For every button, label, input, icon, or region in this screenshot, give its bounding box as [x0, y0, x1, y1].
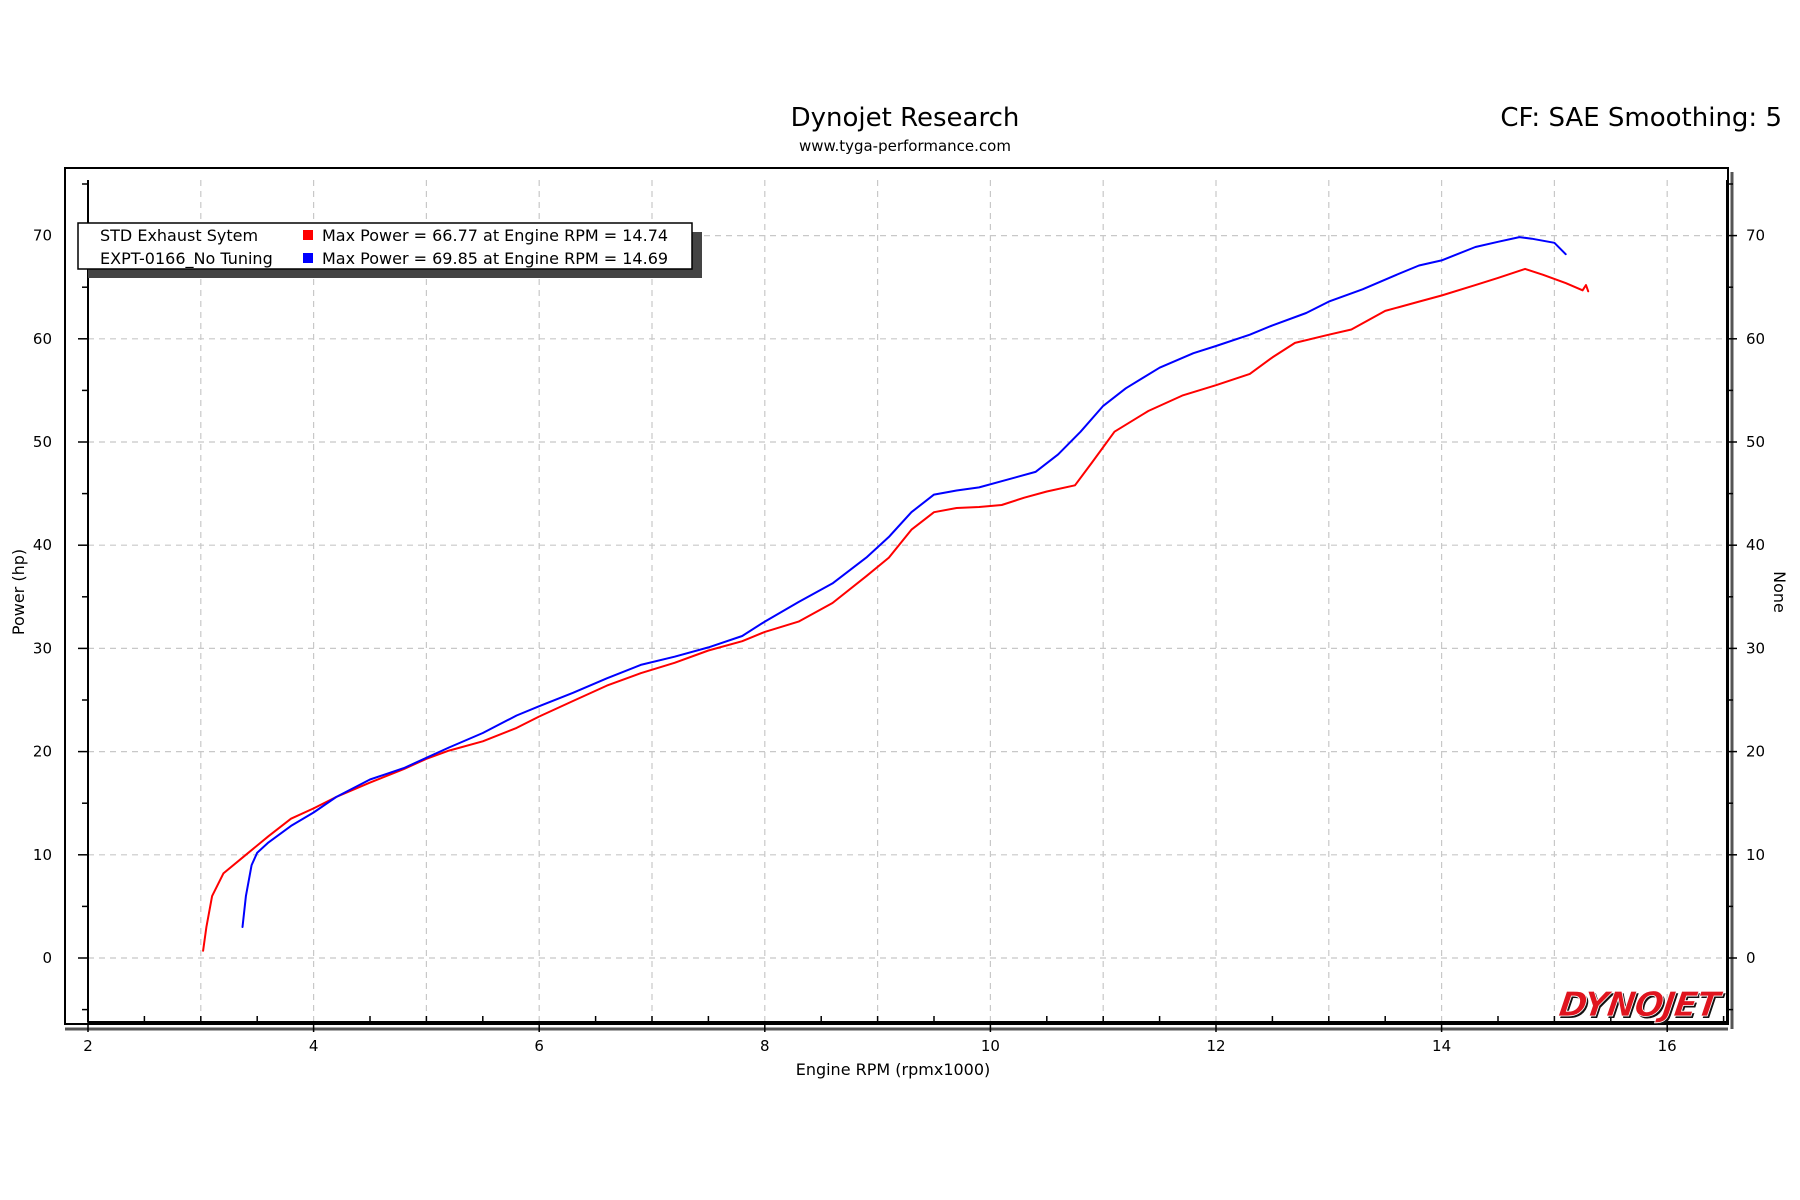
legend-box: [77, 222, 693, 270]
y-tick-label: 50: [33, 433, 52, 451]
y2-axis-label: None: [1770, 571, 1789, 613]
y2-tick-label: 50: [1746, 433, 1765, 451]
legend-run-name-2: EXPT-0166_No Tuning: [100, 249, 273, 269]
y-tick-label: 30: [33, 639, 52, 657]
logo-text: DYNOJET: [1556, 985, 1725, 1025]
x-tick-label: 12: [1206, 1037, 1225, 1055]
y-tick-label: 60: [33, 330, 52, 348]
ticks-layer: 2 4 6 8 10 12 14 16 0 0 10 10 20 20 30 30 40 40 50 50 60 60 70…: [33, 183, 1765, 1055]
x-tick-label: 4: [309, 1037, 319, 1055]
y-tick-label: 40: [33, 536, 52, 554]
x-tick-label: 8: [760, 1037, 770, 1055]
legend: STD Exhaust Sytem Max Power = 66.77 at E…: [77, 222, 702, 278]
grid-layer: [88, 180, 1727, 1022]
legend-swatch-1: [303, 230, 313, 240]
x-tick-label: 16: [1658, 1037, 1677, 1055]
legend-entry-2: Max Power = 69.85 at Engine RPM = 14.69: [322, 249, 668, 268]
x-tick-label: 10: [981, 1037, 1000, 1055]
y-tick-label: 20: [33, 743, 52, 761]
corner-settings: CF: SAE Smoothing: 5: [1500, 103, 1782, 133]
legend-swatch-2: [303, 253, 313, 263]
chart-subtitle: www.tyga-performance.com: [799, 137, 1011, 155]
legend-entry-1: Max Power = 66.77 at Engine RPM = 14.74: [322, 226, 668, 245]
dynojet-logo: DYNOJET DYNOJET: [1556, 985, 1727, 1027]
y2-tick-label: 60: [1746, 330, 1765, 348]
x-tick-label: 6: [534, 1037, 544, 1055]
y2-tick-label: 20: [1746, 743, 1765, 761]
y-axis-label: Power (hp): [9, 549, 28, 635]
y-tick-label: 70: [33, 227, 52, 245]
plot-frame: [64, 167, 1729, 1025]
x-tick-label: 2: [83, 1037, 93, 1055]
series-layer: [202, 236, 1590, 952]
legend-run-name-1: STD Exhaust Sytem: [100, 226, 258, 245]
series-line-2: [241, 236, 1567, 928]
chart-title: Dynojet Research: [791, 103, 1020, 133]
x-tick-label: 14: [1432, 1037, 1451, 1055]
y-tick-label: 10: [33, 846, 52, 864]
y2-tick-label: 0: [1746, 949, 1756, 967]
y2-tick-label: 10: [1746, 846, 1765, 864]
logo-shadow: DYNOJET: [1558, 987, 1727, 1027]
y2-tick-label: 30: [1746, 639, 1765, 657]
y2-tick-label: 40: [1746, 536, 1765, 554]
series-line-1: [202, 267, 1590, 952]
y-tick-label: 0: [42, 949, 52, 967]
y2-tick-label: 70: [1746, 227, 1765, 245]
x-axis-label: Engine RPM (rpmx1000): [796, 1060, 991, 1079]
